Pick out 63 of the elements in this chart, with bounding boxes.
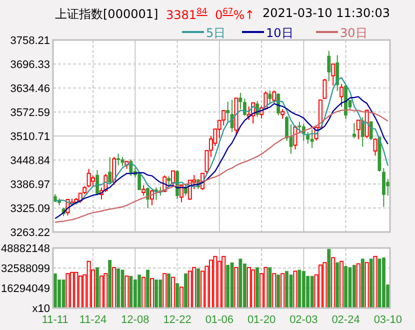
bar [146, 270, 150, 308]
bar [138, 274, 142, 308]
x-tick-label: 02-24 [332, 314, 360, 326]
bar [167, 273, 171, 308]
x-tick-label: 02-03 [290, 314, 318, 326]
legend-label: 30日 [340, 26, 368, 40]
y-tick-label: 3263.22 [10, 227, 50, 239]
x-tick-label: 01-20 [247, 314, 276, 326]
bar [226, 264, 230, 308]
bar [268, 267, 272, 308]
y-tick-label: 3696.33 [10, 59, 50, 71]
text: 2021-03-10 11:30:03 [262, 6, 390, 22]
bar [184, 273, 188, 308]
y-tick-label: 3448.84 [10, 155, 50, 167]
y-tick-label: 3758.21 [10, 35, 50, 47]
bar [378, 258, 382, 308]
bar [256, 267, 260, 308]
y-tick-label: 48882148 [1, 243, 50, 255]
bar [336, 262, 340, 308]
x-tick-label: 03-10 [374, 314, 402, 326]
bar [196, 268, 200, 308]
y-tick-label: 3634.46 [10, 83, 50, 95]
y-tick-label: 3510.71 [10, 131, 50, 143]
legend-label: 10日 [266, 26, 294, 40]
bar [352, 264, 356, 308]
bar [158, 280, 162, 308]
x-tick-label: 11-11 [42, 314, 68, 326]
x-tick-label: 12-22 [163, 314, 192, 326]
x-tick-label: 12-08 [121, 314, 150, 326]
legend-label: 5日 [206, 26, 226, 40]
bar [327, 248, 331, 308]
bar [289, 274, 293, 308]
bar [230, 262, 234, 308]
bar [62, 280, 66, 308]
bar [298, 270, 302, 308]
legend-item: 10日 [242, 26, 294, 40]
text: 3381$^{84}$ [166, 6, 208, 23]
bar [369, 258, 373, 308]
y-tick-label: 16294049 [1, 283, 50, 295]
bar [238, 258, 242, 308]
y-tick-label: 32588099 [1, 263, 50, 275]
legend-item: 5日 [182, 26, 226, 40]
bar [129, 276, 133, 308]
bar [96, 267, 99, 308]
bar [348, 267, 352, 308]
chart-title: 上证指数[000001] [55, 6, 158, 23]
bar [120, 270, 124, 308]
legend-item: 30日 [316, 26, 368, 40]
bar [302, 270, 306, 308]
bar [276, 274, 280, 308]
bar [108, 260, 112, 308]
text: 0$^{67}$%↑ [214, 6, 255, 23]
y-tick-label: 3386.97 [10, 179, 50, 191]
y-tick-label: x10 [32, 303, 50, 315]
bar [176, 283, 179, 308]
bar [154, 280, 158, 308]
bar [310, 276, 314, 308]
y-tick-label: 3325.09 [10, 203, 50, 215]
x-tick-label: 01-06 [205, 314, 234, 326]
bar [382, 257, 386, 308]
x-tick-label: 11-24 [79, 314, 107, 326]
bar [360, 258, 364, 308]
y-tick-label: 3572.59 [10, 107, 50, 119]
